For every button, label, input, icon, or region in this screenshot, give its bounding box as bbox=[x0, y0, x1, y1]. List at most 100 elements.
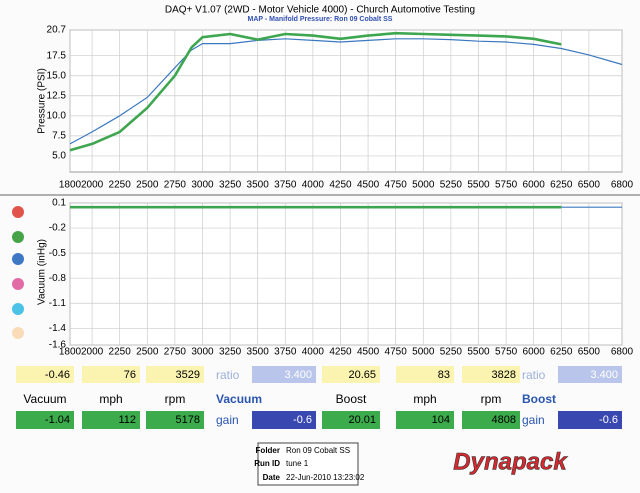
readout-header: rpm bbox=[481, 392, 502, 406]
ratio-box bbox=[558, 366, 622, 383]
readout-value: 3828 bbox=[492, 369, 516, 381]
x-tick-label: 5500 bbox=[467, 347, 490, 358]
y-tick-label: -1.1 bbox=[49, 298, 67, 309]
date-label: Date bbox=[263, 473, 281, 482]
ratio-value: 3.400 bbox=[284, 369, 312, 381]
date-value: 22-Jun-2010 13:23:02 bbox=[286, 473, 365, 482]
y-axis-label: Vacuum (inHg) bbox=[37, 239, 48, 305]
readout-box bbox=[146, 411, 204, 429]
x-tick-label: 6250 bbox=[550, 347, 573, 358]
data-line bbox=[69, 31, 562, 152]
y-tick-label: 10.0 bbox=[47, 110, 67, 121]
readout-header: Boost bbox=[336, 392, 367, 406]
x-tick-label: 4500 bbox=[357, 180, 380, 191]
y-axis-label: Pressure (PSI) bbox=[37, 68, 48, 134]
gain-label: gain bbox=[216, 413, 239, 427]
readout-box bbox=[322, 366, 380, 383]
readout-box bbox=[146, 366, 204, 383]
readout-header: mph bbox=[99, 392, 122, 406]
run-label: Run ID bbox=[254, 459, 280, 468]
x-tick-label: 3500 bbox=[247, 347, 270, 358]
gain-value: -0.6 bbox=[293, 414, 312, 426]
x-tick-label: 1800 bbox=[59, 180, 82, 191]
gain-label: gain bbox=[522, 413, 545, 427]
readout-box bbox=[16, 411, 74, 429]
y-tick-label: 5.0 bbox=[52, 151, 66, 162]
gain-value: -0.6 bbox=[599, 414, 618, 426]
x-tick-label: 4250 bbox=[329, 180, 352, 191]
x-tick-label: 2250 bbox=[109, 347, 132, 358]
channel-dot bbox=[12, 206, 24, 218]
readout-box bbox=[322, 411, 380, 429]
x-tick-label: 4750 bbox=[385, 347, 408, 358]
x-tick-label: 2750 bbox=[164, 180, 187, 191]
x-tick-label: 4750 bbox=[385, 180, 408, 191]
readout-box bbox=[82, 411, 140, 429]
x-tick-label: 4000 bbox=[302, 347, 325, 358]
data-line bbox=[69, 38, 623, 145]
ratio-value: 3.400 bbox=[590, 369, 618, 381]
x-tick-label: 5500 bbox=[467, 180, 490, 191]
x-tick-label: 4500 bbox=[357, 347, 380, 358]
x-tick-label: 2500 bbox=[136, 180, 159, 191]
readout-box bbox=[16, 366, 74, 383]
readout-value: 112 bbox=[118, 414, 136, 426]
channel-dot bbox=[12, 231, 24, 243]
channel-dot bbox=[12, 327, 24, 339]
x-tick-label: 2000 bbox=[81, 180, 104, 191]
readout-header: Vacuum bbox=[23, 392, 66, 406]
y-tick-label: -1.4 bbox=[49, 323, 67, 334]
y-tick-label: -0.5 bbox=[49, 248, 67, 259]
y-tick-label: 17.5 bbox=[47, 50, 67, 61]
ratio-box bbox=[252, 366, 316, 383]
x-tick-label: 6500 bbox=[578, 347, 601, 358]
readout-value: 104 bbox=[432, 414, 450, 426]
readout-box bbox=[462, 366, 520, 383]
readout-header: mph bbox=[413, 392, 436, 406]
x-tick-label: 6800 bbox=[611, 347, 634, 358]
x-tick-label: 2250 bbox=[109, 180, 132, 191]
readout-value: -0.46 bbox=[45, 369, 70, 381]
ratio-label: ratio bbox=[216, 368, 240, 382]
x-tick-label: 2000 bbox=[81, 347, 104, 358]
mode-label: Vacuum bbox=[216, 392, 262, 406]
x-tick-label: 6000 bbox=[523, 180, 546, 191]
x-tick-label: 3000 bbox=[191, 180, 214, 191]
readout-value: 20.01 bbox=[348, 414, 376, 426]
y-tick-label: 0.1 bbox=[52, 198, 66, 209]
x-tick-label: 4000 bbox=[302, 180, 325, 191]
y-tick-label: -0.2 bbox=[49, 223, 67, 234]
folder-label: Folder bbox=[256, 446, 280, 455]
gain-box bbox=[558, 411, 622, 429]
x-tick-label: 3250 bbox=[219, 180, 242, 191]
x-tick-label: 3000 bbox=[191, 347, 214, 358]
readout-box bbox=[396, 411, 454, 429]
readout-box bbox=[396, 366, 454, 383]
channel-dot bbox=[12, 278, 24, 290]
x-tick-label: 6500 bbox=[578, 180, 601, 191]
readout-box bbox=[82, 366, 140, 383]
run-value: tune 1 bbox=[286, 459, 309, 468]
plot-area bbox=[69, 202, 623, 346]
x-tick-label: 3500 bbox=[247, 180, 270, 191]
readout-value: 76 bbox=[124, 369, 136, 381]
x-tick-label: 4250 bbox=[329, 347, 352, 358]
x-tick-label: 5750 bbox=[495, 347, 518, 358]
x-tick-label: 5750 bbox=[495, 180, 518, 191]
x-tick-label: 6000 bbox=[523, 347, 546, 358]
x-tick-label: 2750 bbox=[164, 347, 187, 358]
y-tick-label: -0.8 bbox=[49, 273, 67, 284]
channel-dot bbox=[12, 253, 24, 265]
readout-value: 3529 bbox=[176, 369, 200, 381]
x-tick-label: 1800 bbox=[59, 347, 82, 358]
x-tick-label: 5250 bbox=[440, 347, 463, 358]
readout-value: 4808 bbox=[492, 414, 516, 426]
x-tick-label: 6250 bbox=[550, 180, 573, 191]
readout-value: -1.04 bbox=[45, 414, 70, 426]
mode-label: Boost bbox=[522, 392, 556, 406]
channel-dot bbox=[12, 303, 24, 315]
readout-value: 83 bbox=[438, 369, 450, 381]
chart-subtitle: MAP - Manifold Pressure: Ron 09 Cobalt S… bbox=[248, 16, 393, 23]
chart-title: DAQ+ V1.07 (2WD - Motor Vehicle 4000) - … bbox=[165, 5, 475, 16]
